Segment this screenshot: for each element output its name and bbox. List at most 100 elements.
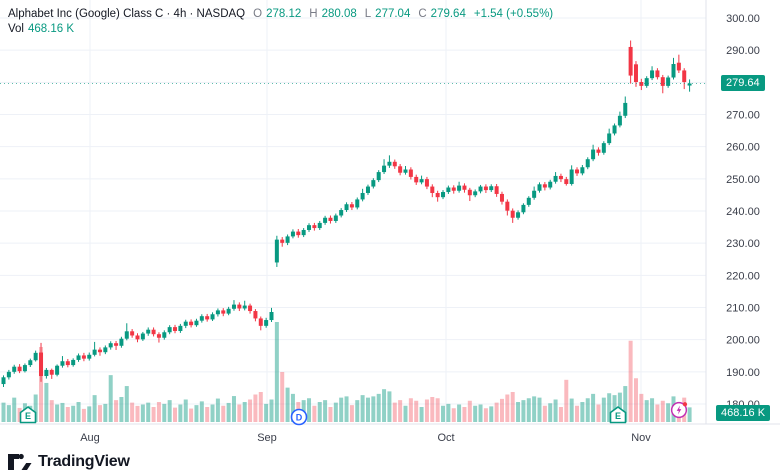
candlestick bbox=[49, 369, 54, 375]
price-axis-label[interactable]: 240.00 bbox=[726, 206, 760, 218]
candlestick bbox=[489, 186, 494, 191]
time-axis-label[interactable]: Oct bbox=[437, 432, 454, 444]
close-value: 279.64 bbox=[430, 8, 466, 20]
candlestick bbox=[499, 193, 504, 202]
volume-bar bbox=[173, 407, 178, 422]
dividend-marker[interactable]: D bbox=[290, 408, 308, 426]
candlestick bbox=[6, 371, 11, 378]
candlestick bbox=[424, 179, 429, 187]
price-axis-label[interactable]: 220.00 bbox=[726, 270, 760, 282]
price-axis-label[interactable]: 200.00 bbox=[726, 335, 760, 347]
volume-bar bbox=[87, 406, 92, 422]
volume-bar bbox=[199, 401, 204, 422]
volume-bar bbox=[156, 402, 161, 422]
candlestick bbox=[382, 165, 387, 173]
candlestick bbox=[414, 176, 419, 183]
candlestick bbox=[360, 192, 365, 200]
dividend-badge-icon: D bbox=[290, 408, 308, 426]
flash-events-button[interactable] bbox=[670, 401, 688, 419]
earnings-marker[interactable]: E bbox=[609, 406, 627, 424]
volume-bar bbox=[55, 404, 60, 422]
candlestick bbox=[237, 304, 242, 309]
volume-bar bbox=[264, 403, 269, 422]
volume-bar bbox=[639, 393, 644, 422]
candlestick bbox=[39, 352, 44, 377]
volume-bar bbox=[269, 399, 274, 422]
volume-bar bbox=[71, 405, 76, 422]
volume-bar bbox=[151, 407, 156, 422]
change-value: +1.54 (+0.55%) bbox=[473, 8, 554, 20]
candlestick bbox=[156, 334, 161, 338]
price-axis-label[interactable]: 260.00 bbox=[726, 142, 760, 154]
tradingview-logo[interactable]: TradingView bbox=[8, 452, 130, 472]
candlestick bbox=[633, 64, 638, 83]
volume-bar bbox=[167, 400, 172, 422]
candlestick bbox=[537, 184, 542, 191]
candlestick bbox=[167, 327, 172, 333]
candlestick bbox=[210, 314, 215, 320]
price-axis-label[interactable]: 290.00 bbox=[726, 45, 760, 57]
volume-bar bbox=[521, 400, 526, 422]
volume-bar bbox=[119, 397, 124, 422]
svg-text:E: E bbox=[615, 411, 621, 421]
volume-bar bbox=[483, 408, 488, 422]
candlestick bbox=[344, 204, 349, 211]
candlestick bbox=[17, 366, 22, 372]
candlestick bbox=[462, 185, 467, 190]
svg-text:E: E bbox=[25, 411, 31, 421]
price-axis-label[interactable]: 250.00 bbox=[726, 174, 760, 186]
volume-bar bbox=[478, 404, 483, 422]
volume-bar bbox=[419, 407, 424, 422]
volume-bar bbox=[328, 407, 333, 422]
earnings-marker[interactable]: E bbox=[19, 406, 37, 424]
open-value: 278.12 bbox=[266, 8, 302, 20]
candlestick bbox=[296, 231, 301, 236]
price-axis-label[interactable]: 230.00 bbox=[726, 238, 760, 250]
volume-bar bbox=[339, 397, 344, 422]
candlestick bbox=[666, 77, 671, 86]
volume-bar bbox=[473, 405, 478, 422]
volume-bar bbox=[210, 404, 215, 422]
volume-bar bbox=[510, 392, 515, 422]
price-axis-label[interactable]: 300.00 bbox=[726, 13, 760, 25]
volume-bar bbox=[601, 397, 606, 422]
volume-bar bbox=[178, 404, 183, 422]
volume-bar bbox=[49, 400, 54, 422]
volume-bar bbox=[607, 393, 612, 422]
volume-bar bbox=[242, 402, 247, 422]
candlestick bbox=[173, 327, 178, 331]
volume-bar bbox=[253, 394, 258, 422]
candlestick bbox=[387, 161, 392, 166]
time-axis-label[interactable]: Sep bbox=[257, 432, 277, 444]
candlestick bbox=[97, 349, 102, 353]
candlestick bbox=[558, 175, 563, 180]
candlestick bbox=[575, 169, 580, 174]
volume-bar bbox=[76, 402, 81, 422]
candlestick bbox=[553, 175, 558, 182]
volume-bar bbox=[580, 402, 585, 422]
price-axis-label[interactable]: 190.00 bbox=[726, 367, 760, 379]
candlestick bbox=[317, 222, 322, 229]
candlestick bbox=[215, 310, 220, 315]
high-label: H bbox=[309, 8, 318, 20]
candlestick bbox=[146, 329, 151, 334]
candlestick bbox=[253, 311, 258, 319]
price-axis-label[interactable]: 210.00 bbox=[726, 303, 760, 315]
volume-bar bbox=[226, 402, 231, 422]
price-axis-label[interactable]: 270.00 bbox=[726, 110, 760, 122]
volume-bar bbox=[376, 393, 381, 422]
earnings-badge-icon: E bbox=[19, 406, 37, 424]
volume-bar bbox=[441, 405, 446, 422]
symbol-title[interactable]: Alphabet Inc (Google) Class C · 4h · NAS… bbox=[8, 8, 246, 20]
time-axis-label[interactable]: Aug bbox=[80, 432, 100, 444]
candlestick bbox=[285, 236, 290, 243]
volume-bar bbox=[623, 386, 628, 422]
time-axis-label[interactable]: Nov bbox=[631, 432, 651, 444]
volume-bar bbox=[516, 402, 521, 422]
candlestick bbox=[33, 352, 38, 361]
candlestick bbox=[264, 320, 269, 326]
volume-bar bbox=[215, 398, 220, 422]
candlestick bbox=[505, 201, 510, 211]
candlestick bbox=[521, 204, 526, 213]
